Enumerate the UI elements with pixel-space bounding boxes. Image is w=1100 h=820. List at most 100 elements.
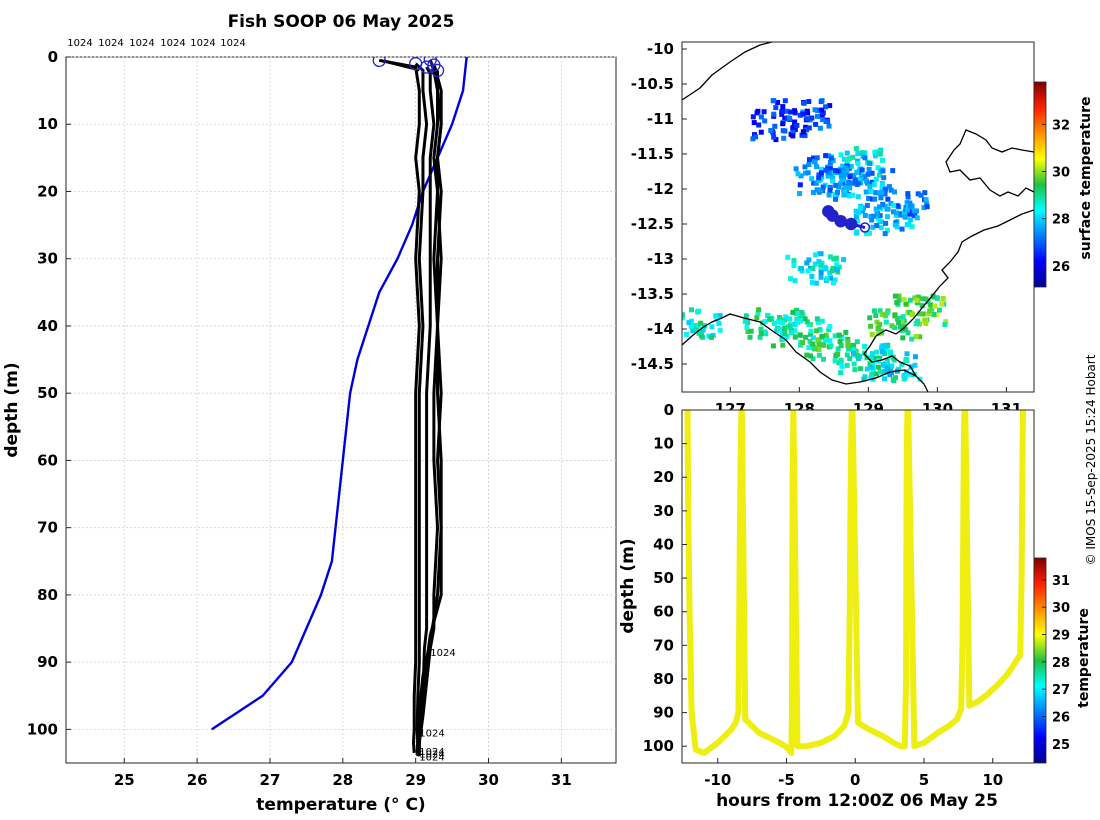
sst-pixel (882, 187, 888, 193)
map-colorbar (1033, 81, 1047, 288)
sst-pixel (826, 170, 832, 176)
sst-pixel (756, 122, 762, 128)
sst-pixel (939, 301, 945, 307)
sst-pixel (835, 269, 841, 275)
sst-pixel (682, 336, 683, 342)
sst-pixel (921, 205, 927, 211)
sst-pixel (834, 262, 840, 268)
profile-y-tick-label: 70 (37, 519, 58, 537)
sst-pixel (898, 324, 903, 330)
sst-pixel (750, 136, 756, 142)
sst-pixel (908, 211, 913, 217)
sst-pixel (828, 275, 833, 281)
sst-pixel (812, 261, 818, 267)
profile-y-tick-label: 30 (37, 250, 58, 268)
sst-pixel (688, 323, 694, 329)
sst-pixel (865, 180, 871, 186)
sst-pixel (879, 190, 885, 195)
sst-pixel (779, 111, 785, 117)
sst-pixel (862, 344, 868, 349)
sst-pixel (844, 185, 849, 191)
track-point (844, 217, 858, 231)
sst-pixel (918, 192, 924, 198)
sst-pixel (809, 176, 815, 182)
sst-pixel (872, 149, 878, 155)
sst-pixel (786, 115, 792, 121)
sst-pixel (818, 251, 824, 257)
sst-pixel (818, 99, 824, 105)
sst-pixel (835, 351, 841, 357)
sst-pixel (785, 254, 791, 260)
sst-pixel (871, 213, 877, 219)
section-cast-trace (738, 410, 797, 756)
track-point (859, 222, 871, 233)
sst-pixel (840, 163, 846, 169)
sst-pixel (834, 266, 840, 272)
sst-pixel (873, 206, 879, 212)
sst-pixel (821, 356, 826, 362)
sst-pixel (878, 219, 884, 225)
sst-pixel (880, 349, 885, 355)
sst-pixel (795, 311, 801, 316)
section-cast-trace (790, 410, 855, 750)
sst-pixel (877, 369, 883, 375)
sst-pixel (905, 330, 911, 336)
sst-pixel (816, 175, 822, 181)
sst-pixel (868, 364, 874, 370)
sst-pixel (873, 190, 879, 196)
profile-y-tick-label: 0 (48, 48, 58, 66)
sst-pixel (914, 215, 920, 221)
sst-pixel (815, 319, 821, 325)
sst-pixel (874, 349, 880, 355)
sst-pixel (835, 190, 840, 195)
sst-pixel (827, 160, 833, 165)
sst-pixel (674, 314, 679, 319)
profile-top-label: 1024 (220, 38, 245, 49)
sst-pixel (845, 343, 851, 349)
sst-pixel (682, 312, 685, 318)
sst-pixel (852, 178, 858, 184)
sst-pixel (861, 205, 866, 211)
sst-pixel (889, 363, 895, 369)
profile-y-tick-label: 90 (37, 653, 58, 671)
sst-pixel (781, 135, 787, 141)
sst-pixel (870, 224, 876, 230)
track-point (834, 214, 847, 228)
sst-pixel (872, 355, 878, 361)
sst-pixel (694, 326, 700, 332)
sst-pixel (872, 196, 878, 202)
sst-pixel (870, 360, 876, 365)
map-y-tick-label: -10 (647, 40, 674, 58)
sst-pixel (874, 371, 879, 377)
sst-pixel (899, 319, 905, 325)
sst-pixel (894, 299, 900, 305)
sst-pixel (818, 274, 824, 280)
sst-pixel (919, 303, 925, 309)
sst-pixel (806, 257, 812, 263)
sst-pixel (810, 341, 816, 347)
sst-pixel (807, 157, 812, 163)
sst-pixel (877, 355, 883, 361)
sst-pixel (904, 200, 910, 206)
profile-line (414, 62, 429, 757)
sst-pixel (828, 155, 834, 161)
sst-pixel (823, 337, 829, 343)
sst-pixel (801, 100, 807, 106)
sst-pixel (806, 125, 812, 131)
sst-pixel (782, 116, 788, 122)
sst-pixel (904, 351, 910, 357)
sst-pixel (868, 375, 874, 381)
sst-pixel (803, 170, 808, 176)
map-y-tick-label: -13.5 (631, 285, 674, 303)
sst-pixel (802, 316, 808, 322)
sst-pixel (709, 324, 715, 330)
sst-pixel (808, 331, 814, 337)
sst-pixel (893, 210, 899, 216)
sst-pixel (717, 327, 723, 333)
sst-pixel (922, 317, 928, 323)
sst-pixel (751, 120, 757, 126)
sst-pixel (832, 277, 838, 283)
sst-pixel (814, 164, 820, 170)
sst-pixel (777, 326, 782, 332)
profile-x-tick-label: 29 (405, 771, 426, 789)
